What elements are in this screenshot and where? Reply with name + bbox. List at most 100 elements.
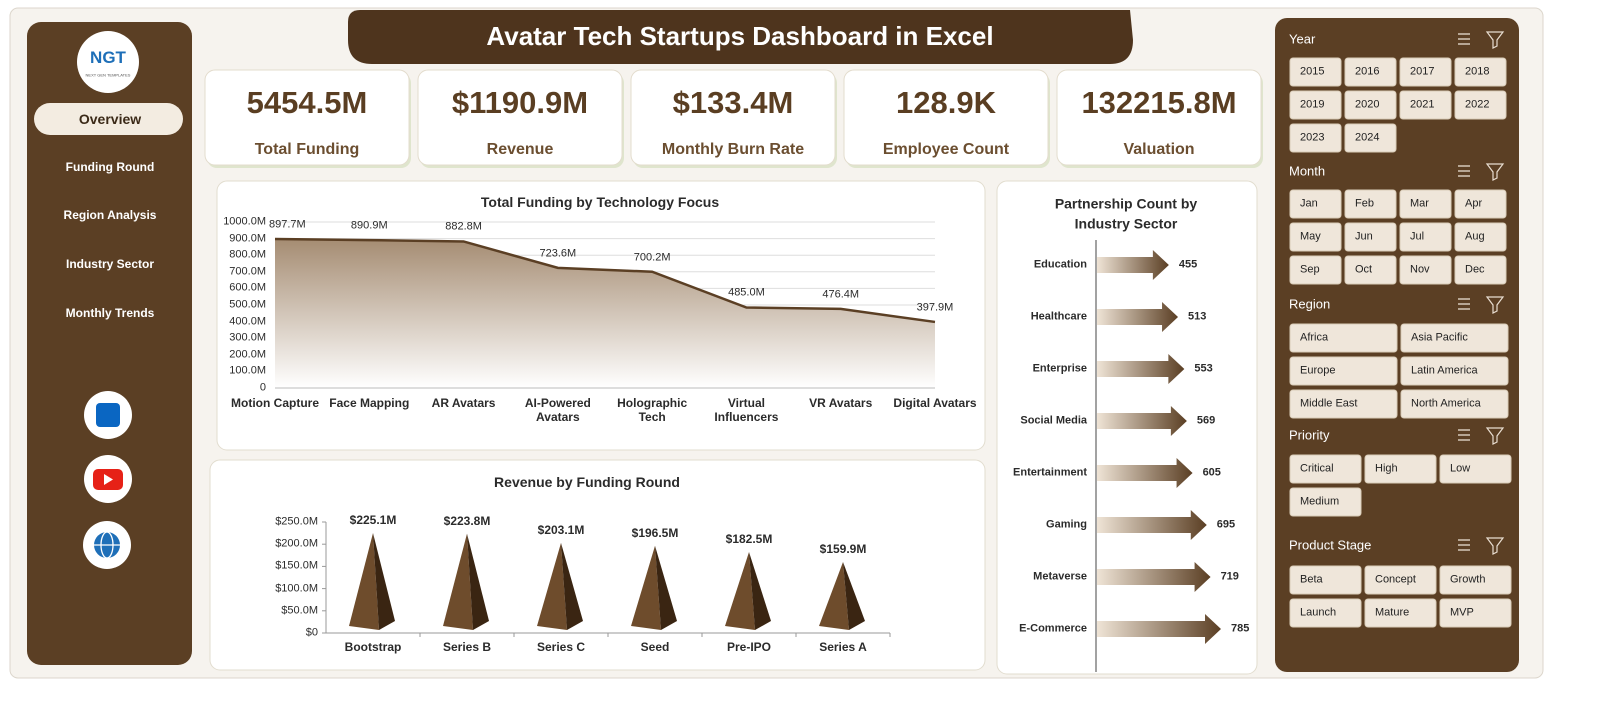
slicer-item[interactable]: May — [1300, 230, 1321, 243]
x-tick-label: VR Avatars — [809, 396, 873, 410]
slicer-button[interactable] — [1454, 222, 1507, 252]
kpi-card — [630, 69, 836, 166]
slicer-item[interactable]: 2024 — [1355, 131, 1380, 144]
slicer-button[interactable] — [1454, 255, 1507, 285]
arrow-bar — [1097, 250, 1169, 280]
slicer-button[interactable] — [1454, 90, 1507, 120]
slicer-title: Year — [1289, 31, 1316, 47]
slicer-button[interactable] — [1399, 222, 1452, 252]
slicer-item[interactable]: High — [1375, 462, 1398, 475]
slicer-item[interactable]: Sep — [1300, 263, 1320, 276]
slicer-button[interactable] — [1289, 90, 1342, 120]
slicer-item[interactable]: Latin America — [1411, 364, 1478, 377]
slicer-button[interactable] — [1344, 123, 1397, 153]
slicer-button[interactable] — [1289, 454, 1362, 484]
slicer-item[interactable]: Europe — [1300, 364, 1336, 377]
slicer-item[interactable]: 2022 — [1465, 98, 1490, 111]
slicer-button[interactable] — [1400, 356, 1509, 386]
slicer-button[interactable] — [1364, 565, 1437, 595]
slicer-button[interactable] — [1439, 598, 1512, 628]
pyramid-face-right — [655, 545, 677, 630]
clear-filter-icon[interactable] — [1485, 296, 1505, 314]
slicer-button[interactable] — [1454, 57, 1507, 87]
data-label: 397.9M — [916, 301, 954, 314]
slicer-item[interactable]: Asia Pacific — [1411, 331, 1468, 344]
slicer-item[interactable]: Africa — [1300, 331, 1329, 344]
slicer-button[interactable] — [1364, 454, 1437, 484]
clear-filter-icon[interactable] — [1485, 537, 1505, 555]
slicer-title: Month — [1289, 163, 1326, 179]
slicer-item[interactable]: 2020 — [1355, 98, 1380, 111]
slicer-item[interactable]: Mar — [1410, 197, 1429, 210]
slicer-button[interactable] — [1344, 222, 1397, 252]
slicer-button[interactable] — [1399, 189, 1452, 219]
slicer-item[interactable]: 2021 — [1410, 98, 1435, 111]
slicer-item[interactable]: Apr — [1465, 197, 1483, 210]
slicer-button[interactable] — [1344, 189, 1397, 219]
slicer-item[interactable]: Aug — [1465, 230, 1485, 243]
slicer-item[interactable]: Critical — [1300, 462, 1334, 475]
y-tick-label: 100.0M — [229, 365, 266, 378]
nav-item[interactable]: Monthly Trends — [65, 306, 155, 321]
clear-filter-icon[interactable] — [1485, 31, 1505, 49]
slicer-item[interactable]: Jul — [1410, 230, 1425, 243]
slicer-item[interactable]: 2016 — [1355, 65, 1380, 78]
slicer-item[interactable]: Oct — [1355, 263, 1373, 276]
slicer-item[interactable]: Jan — [1300, 197, 1318, 210]
category-label: Enterprise — [1032, 362, 1087, 375]
slicer-item[interactable]: Beta — [1300, 573, 1323, 586]
slicer-button[interactable] — [1454, 189, 1507, 219]
clear-filter-icon[interactable] — [1485, 163, 1505, 181]
slicer-item[interactable]: Nov — [1410, 263, 1430, 276]
slicer-button[interactable] — [1289, 222, 1342, 252]
slicer-item[interactable]: Middle East — [1300, 397, 1358, 410]
nav-item[interactable]: Funding Round — [65, 160, 155, 175]
slicer-button[interactable] — [1439, 454, 1512, 484]
slicer-item[interactable]: Feb — [1355, 197, 1374, 210]
slicer-button[interactable] — [1289, 565, 1362, 595]
slicer-item[interactable]: Concept — [1375, 573, 1416, 586]
slicer-button[interactable] — [1289, 598, 1362, 628]
nav-item[interactable]: Industry Sector — [65, 257, 155, 272]
x-tick-label: AI-Powered Avatars — [524, 396, 591, 424]
slicer-button[interactable] — [1400, 323, 1509, 353]
slicer-item[interactable]: 2018 — [1465, 65, 1490, 78]
slicer-item[interactable]: Jun — [1355, 230, 1373, 243]
slicer-button[interactable] — [1399, 255, 1452, 285]
slicer-item[interactable]: Medium — [1300, 495, 1340, 508]
slicer-item[interactable]: 2017 — [1410, 65, 1435, 78]
slicer-button[interactable] — [1289, 57, 1342, 87]
slicer-button[interactable] — [1289, 255, 1342, 285]
slicer-button[interactable] — [1344, 90, 1397, 120]
slicer-button[interactable] — [1439, 565, 1512, 595]
slicer-item[interactable]: Dec — [1465, 263, 1485, 276]
slicer-item[interactable]: 2015 — [1300, 65, 1325, 78]
slicer-button[interactable] — [1364, 598, 1437, 628]
nav-item[interactable]: Region Analysis — [63, 208, 157, 223]
slicer-button[interactable] — [1399, 57, 1452, 87]
slicer-item[interactable]: Low — [1450, 462, 1471, 475]
slicer-button[interactable] — [1399, 90, 1452, 120]
slicer-button[interactable] — [1289, 356, 1398, 386]
clear-filter-icon[interactable] — [1485, 427, 1505, 445]
slicer-item[interactable]: MVP — [1450, 606, 1474, 619]
slicer-item[interactable]: 2023 — [1300, 131, 1325, 144]
x-tick-label: Bootstrap — [344, 640, 402, 655]
category-label: Education — [1033, 258, 1087, 271]
slicer-item[interactable]: Mature — [1375, 606, 1410, 619]
slicer-item[interactable]: Growth — [1450, 573, 1486, 586]
kpi-label: Revenue — [486, 140, 554, 158]
slicer-button[interactable] — [1289, 323, 1398, 353]
slicer-button[interactable] — [1344, 255, 1397, 285]
slicer-item[interactable]: Launch — [1300, 606, 1337, 619]
nav-item[interactable]: Overview — [78, 110, 142, 127]
slicer-button[interactable] — [1289, 189, 1342, 219]
nav-active-bg[interactable] — [34, 103, 183, 135]
slicer-button[interactable] — [1344, 57, 1397, 87]
slicer-button[interactable] — [1289, 389, 1398, 419]
slicer-button[interactable] — [1400, 389, 1509, 419]
slicer-button[interactable] — [1289, 487, 1362, 517]
slicer-item[interactable]: 2019 — [1300, 98, 1325, 111]
slicer-item[interactable]: North America — [1411, 397, 1481, 410]
slicer-button[interactable] — [1289, 123, 1342, 153]
